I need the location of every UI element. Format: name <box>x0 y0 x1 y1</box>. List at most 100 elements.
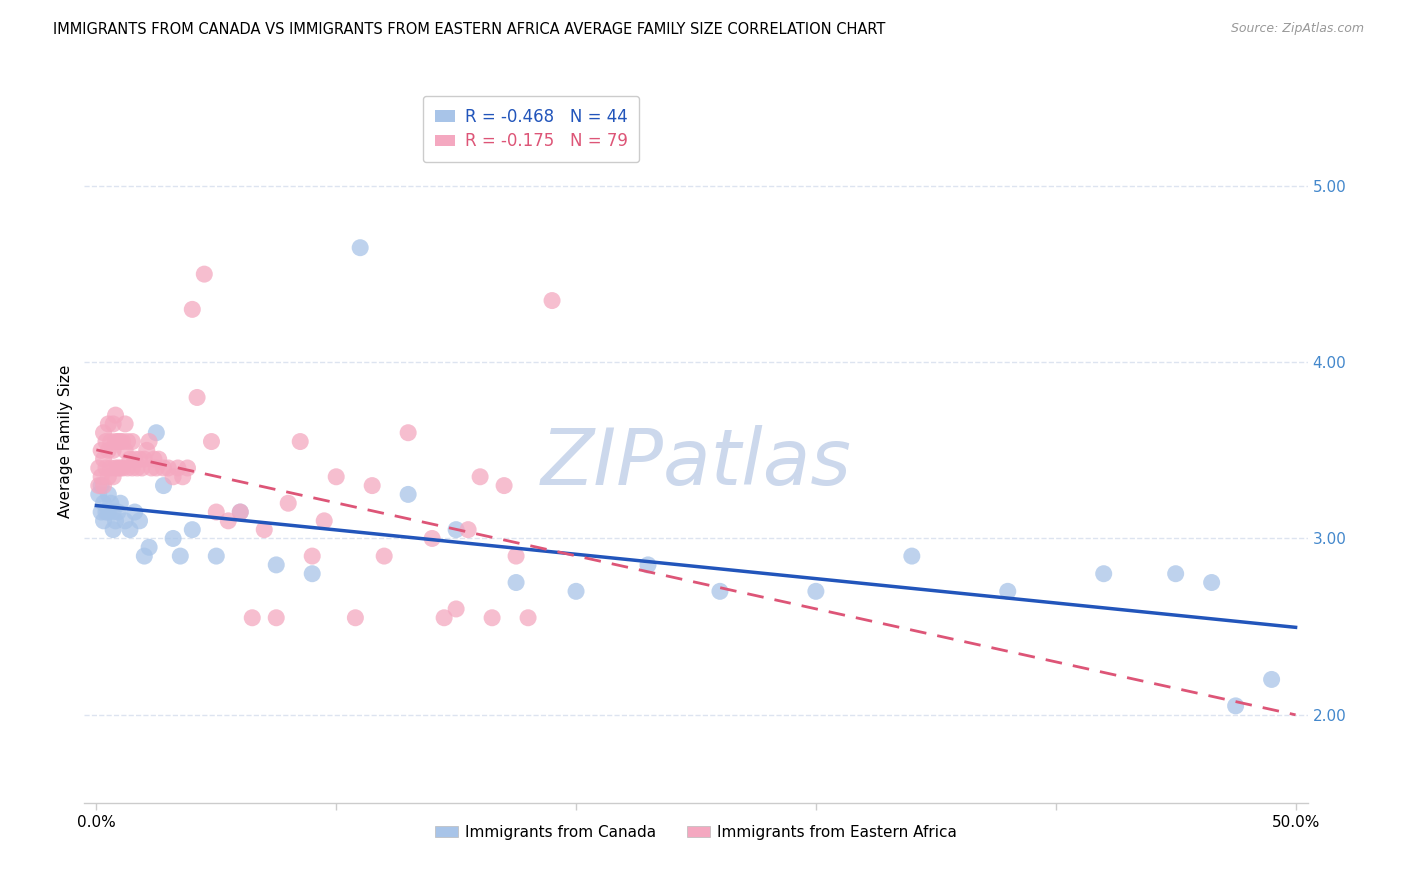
Point <box>141 461 163 475</box>
Point <box>104 408 127 422</box>
Legend: Immigrants from Canada, Immigrants from Eastern Africa: Immigrants from Canada, Immigrants from … <box>429 819 963 846</box>
Point <box>396 487 419 501</box>
Point <box>111 461 134 475</box>
Point <box>145 425 167 440</box>
Point <box>87 461 110 475</box>
Point <box>494 478 516 492</box>
Point <box>97 487 120 501</box>
Point <box>124 452 146 467</box>
Point <box>142 452 165 467</box>
Point <box>148 452 170 467</box>
Point <box>87 478 110 492</box>
Point <box>396 425 419 440</box>
Point <box>121 461 143 475</box>
Point <box>134 452 156 467</box>
Text: IMMIGRANTS FROM CANADA VS IMMIGRANTS FROM EASTERN AFRICA AVERAGE FAMILY SIZE COR: IMMIGRANTS FROM CANADA VS IMMIGRANTS FRO… <box>53 22 886 37</box>
Point <box>101 470 124 484</box>
Point <box>100 496 122 510</box>
Point <box>97 417 120 431</box>
Point <box>138 541 160 555</box>
Point <box>264 611 287 625</box>
Point <box>162 532 184 546</box>
Point <box>118 523 141 537</box>
Point <box>804 584 827 599</box>
Point <box>135 443 157 458</box>
Point <box>301 566 323 581</box>
Point <box>240 611 263 625</box>
Point <box>325 470 347 484</box>
Point <box>134 549 156 563</box>
Point <box>90 443 112 458</box>
Point <box>169 549 191 563</box>
Point <box>444 523 467 537</box>
Point <box>93 452 115 467</box>
Point <box>152 461 174 475</box>
Point <box>111 434 134 449</box>
Point <box>104 461 127 475</box>
Point <box>124 505 146 519</box>
Point <box>541 293 564 308</box>
Point <box>128 514 150 528</box>
Point <box>90 470 112 484</box>
Point <box>181 302 204 317</box>
Point <box>181 523 204 537</box>
Point <box>229 505 252 519</box>
Text: ZIPatlas: ZIPatlas <box>540 425 852 501</box>
Point <box>110 461 132 475</box>
Point <box>97 443 120 458</box>
Point <box>104 434 127 449</box>
Point <box>176 461 198 475</box>
Point <box>101 505 124 519</box>
Point <box>1164 566 1187 581</box>
Point <box>277 496 299 510</box>
Point <box>444 602 467 616</box>
Point <box>505 549 527 563</box>
Point <box>709 584 731 599</box>
Point <box>97 470 120 484</box>
Point <box>93 496 115 510</box>
Point <box>94 461 117 475</box>
Point <box>1260 673 1282 687</box>
Point <box>349 241 371 255</box>
Point <box>344 611 367 625</box>
Point <box>101 417 124 431</box>
Point <box>167 461 190 475</box>
Point <box>217 514 239 528</box>
Point <box>90 505 112 519</box>
Point <box>172 470 194 484</box>
Point <box>200 434 222 449</box>
Point <box>186 391 208 405</box>
Point <box>93 425 115 440</box>
Point <box>87 487 110 501</box>
Point <box>290 434 312 449</box>
Point <box>104 514 127 528</box>
Point <box>97 505 120 519</box>
Point <box>100 434 122 449</box>
Point <box>117 434 139 449</box>
Point <box>131 461 153 475</box>
Point <box>107 434 129 449</box>
Point <box>420 532 443 546</box>
Point <box>114 514 136 528</box>
Point <box>253 523 276 537</box>
Point <box>128 452 150 467</box>
Point <box>1201 575 1223 590</box>
Point <box>361 478 384 492</box>
Point <box>101 523 124 537</box>
Point <box>94 505 117 519</box>
Point <box>90 478 112 492</box>
Point <box>637 558 659 572</box>
Point <box>1225 698 1247 713</box>
Point <box>264 558 287 572</box>
Point <box>117 461 139 475</box>
Point <box>118 452 141 467</box>
Y-axis label: Average Family Size: Average Family Size <box>58 365 73 518</box>
Point <box>127 461 149 475</box>
Point <box>997 584 1019 599</box>
Point <box>110 496 132 510</box>
Point <box>114 417 136 431</box>
Point <box>468 470 491 484</box>
Point <box>138 434 160 449</box>
Point <box>193 267 215 281</box>
Point <box>145 461 167 475</box>
